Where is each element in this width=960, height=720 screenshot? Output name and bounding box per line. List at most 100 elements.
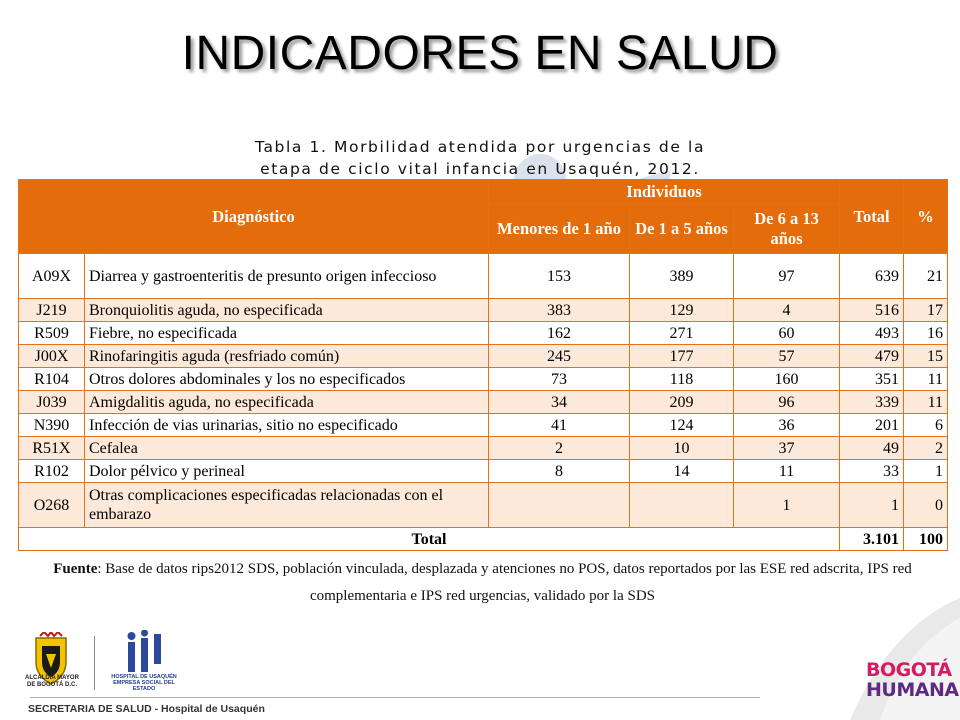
morbidity-table: Diagnóstico Individuos Total % Menores d… — [17, 179, 949, 551]
source-label: Fuente — [53, 561, 98, 577]
table-row: N390 Infección de vias urinarias, sitio … — [18, 413, 949, 437]
menores-cell: 245 — [488, 344, 630, 368]
menores-cell: 162 — [488, 321, 630, 345]
diagnosis-cell: Infección de vias urinarias, sitio no es… — [84, 413, 489, 437]
diagnosis-cell: Rinofaringitis aguda (resfriado común) — [84, 344, 489, 368]
total-cell: 33 — [839, 459, 905, 483]
hospital-usaquen-logo-icon — [127, 630, 161, 672]
header-1-a-5: De 1 a 5 años — [629, 204, 734, 254]
percent-cell: 11 — [903, 390, 949, 414]
percent-cell: 15 — [903, 344, 949, 368]
logo-divider — [94, 636, 95, 690]
diagnosis-cell: Amigdalitis aguda, no especificada — [84, 390, 489, 414]
menores-cell: 73 — [488, 367, 630, 391]
de6a13-cell: 160 — [732, 367, 841, 391]
table-row: R104 Otros dolores abdominales y los no … — [18, 367, 949, 391]
menores-cell — [488, 482, 630, 528]
table-row: O268 Otras complicaciones especificadas … — [18, 482, 949, 528]
diagnosis-cell: Cefalea — [84, 436, 489, 460]
menores-cell: 41 — [488, 413, 630, 437]
footer-divider — [30, 697, 760, 698]
total-row: Total 3.101 100 — [17, 527, 949, 551]
code-cell: A09X — [18, 253, 85, 299]
code-cell: R102 — [18, 459, 85, 483]
header-menores-1: Menores de 1 año — [488, 204, 630, 254]
hospital-line-2: EMPRESA SOCIAL DEL ESTADO — [113, 680, 175, 692]
de1a5-cell: 14 — [629, 459, 734, 483]
total-cell: 1 — [839, 482, 905, 528]
code-cell: J039 — [18, 390, 85, 414]
bogota-humana-logo: BOGOTÁ HUMANA — [866, 659, 959, 700]
menores-cell: 34 — [488, 390, 630, 414]
slide-title: INDICADORES EN SALUD — [181, 27, 779, 80]
alcaldia-text: ALCALDÍA MAYOR DE BOGOTÁ D.C. — [18, 675, 86, 689]
hospital-text: HOSPITAL DE USAQUÉN EMPRESA SOCIAL DEL E… — [106, 674, 182, 692]
header-individuos: Individuos — [487, 179, 841, 205]
table-row: J00X Rinofaringitis aguda (resfriado com… — [18, 344, 949, 368]
footer-text: SECRETARIA DE SALUD - Hospital de Usaqué… — [28, 703, 265, 715]
total-cell: 516 — [839, 298, 905, 322]
total-cell: 339 — [839, 390, 905, 414]
total-label: Total — [17, 527, 841, 551]
caption-line-2: etapa de ciclo vital infancia en Usaquén… — [260, 160, 700, 178]
alcaldia-line-1: ALCALDÍA MAYOR — [25, 675, 79, 681]
header-total: Total — [839, 179, 905, 254]
percent-cell: 16 — [903, 321, 949, 345]
diagnosis-cell: Dolor pélvico y perineal — [84, 459, 489, 483]
de1a5-cell: 177 — [629, 344, 734, 368]
hospital-line-1: HOSPITAL DE USAQUÉN — [111, 674, 177, 680]
percent-cell: 17 — [903, 298, 949, 322]
percent-cell: 11 — [903, 367, 949, 391]
diagnosis-cell: Bronquiolitis aguda, no especificada — [84, 298, 489, 322]
corner-swoosh-decoration — [850, 598, 960, 720]
bogota-line-1: BOGOTÁ — [866, 659, 952, 681]
total-cell: 493 — [839, 321, 905, 345]
total-cell: 201 — [839, 413, 905, 437]
de1a5-cell: 124 — [629, 413, 734, 437]
caption-line-1: Tabla 1. Morbilidad atendida por urgenci… — [254, 138, 706, 156]
table-row: J039 Amigdalitis aguda, no especificada … — [18, 390, 949, 414]
source-text: : Base de datos rips2012 SDS, población … — [97, 561, 912, 604]
menores-cell: 8 — [488, 459, 630, 483]
table-row: R51X Cefalea 2 10 37 49 2 — [18, 436, 949, 460]
code-cell: R509 — [18, 321, 85, 345]
total-cell: 479 — [839, 344, 905, 368]
menores-cell: 2 — [488, 436, 630, 460]
header-diagnostico: Diagnóstico — [18, 179, 489, 254]
de1a5-cell: 389 — [629, 253, 734, 299]
alcaldia-line-2: DE BOGOTÁ D.C. — [26, 682, 77, 688]
percent-cell: 21 — [903, 253, 949, 299]
diagnosis-cell: Diarrea y gastroenteritis de presunto or… — [84, 253, 489, 299]
header-6-a-13: De 6 a 13 años — [732, 204, 841, 254]
code-cell: R51X — [18, 436, 85, 460]
table-row: A09X Diarrea y gastroenteritis de presun… — [18, 253, 949, 299]
total-cell: 351 — [839, 367, 905, 391]
code-cell: J00X — [18, 344, 85, 368]
de1a5-cell — [629, 482, 734, 528]
code-cell: J219 — [18, 298, 85, 322]
de6a13-cell: 57 — [732, 344, 841, 368]
table-row: R102 Dolor pélvico y perineal 8 14 11 33… — [18, 459, 949, 483]
diagnosis-cell: Fiebre, no especificada — [84, 321, 489, 345]
diagnosis-cell: Otras complicaciones especificadas relac… — [84, 482, 489, 528]
de6a13-cell: 4 — [732, 298, 841, 322]
percent-cell: 1 — [903, 459, 949, 483]
de1a5-cell: 118 — [629, 367, 734, 391]
de6a13-cell: 60 — [732, 321, 841, 345]
percent-cell: 6 — [903, 413, 949, 437]
de1a5-cell: 129 — [629, 298, 734, 322]
total-cell: 639 — [839, 253, 905, 299]
menores-cell: 153 — [488, 253, 630, 299]
diagnosis-cell: Otros dolores abdominales y los no espec… — [84, 367, 489, 391]
de6a13-cell: 97 — [732, 253, 841, 299]
grand-total-cell: 3.101 — [839, 527, 905, 551]
code-cell: O268 — [18, 482, 85, 528]
de1a5-cell: 10 — [629, 436, 734, 460]
de6a13-cell: 11 — [732, 459, 841, 483]
de1a5-cell: 271 — [629, 321, 734, 345]
percent-cell: 0 — [903, 482, 949, 528]
total-cell: 49 — [839, 436, 905, 460]
alcaldia-shield-icon — [35, 632, 67, 685]
code-cell: R104 — [18, 367, 85, 391]
de6a13-cell: 36 — [732, 413, 841, 437]
